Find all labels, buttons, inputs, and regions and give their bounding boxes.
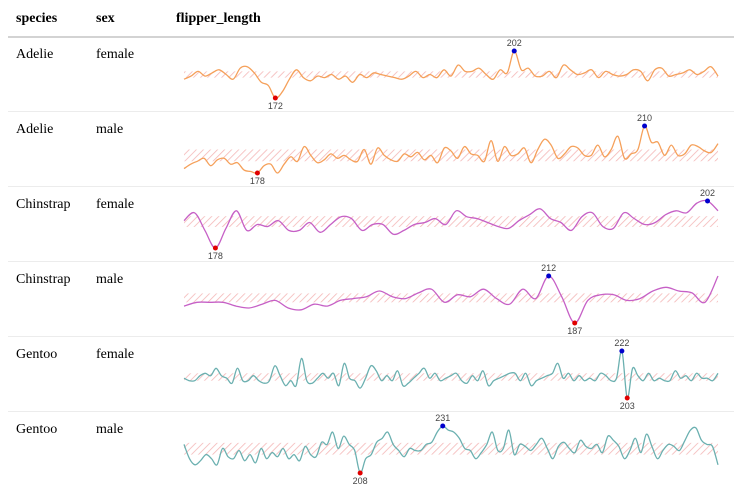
min-point xyxy=(624,395,630,401)
max-label: 231 xyxy=(435,413,450,423)
species-cell: Chinstrap xyxy=(16,197,71,212)
max-point xyxy=(440,423,446,429)
sex-cell: female xyxy=(96,347,135,362)
max-point xyxy=(546,273,552,279)
row-divider xyxy=(8,261,734,262)
table-header: species sex flipper_length xyxy=(0,0,735,37)
max-point xyxy=(619,348,625,354)
sex-cell: female xyxy=(96,47,135,62)
max-label: 210 xyxy=(637,113,652,123)
sparkline-series xyxy=(183,50,719,99)
row-divider xyxy=(8,411,734,412)
row-divider xyxy=(8,111,734,112)
interquartile-band xyxy=(184,442,718,455)
table-row: Adelie male 210 178 xyxy=(0,112,735,187)
sparkline-chart: 202 172 xyxy=(183,38,719,111)
sparkline-series xyxy=(183,350,719,399)
min-label: 203 xyxy=(620,401,635,411)
sparkline-series xyxy=(183,125,719,174)
table-row: Chinstrap female 202 178 xyxy=(0,187,735,262)
species-cell: Chinstrap xyxy=(16,272,71,287)
column-header-flipper-length: flipper_length xyxy=(176,11,261,26)
header-divider xyxy=(8,36,734,38)
column-header-species: species xyxy=(16,11,58,26)
max-point xyxy=(511,48,517,54)
species-cell: Gentoo xyxy=(16,422,58,437)
max-label: 212 xyxy=(541,263,556,273)
table-row: Gentoo female 222 203 xyxy=(0,337,735,412)
sex-cell: female xyxy=(96,197,135,212)
min-point xyxy=(572,320,578,326)
interquartile-band xyxy=(184,373,718,381)
min-label: 187 xyxy=(567,326,582,336)
sparkline-chart: 210 178 xyxy=(183,113,719,186)
row-divider xyxy=(8,336,734,337)
interquartile-band xyxy=(184,216,718,227)
species-cell: Adelie xyxy=(16,122,54,137)
max-point xyxy=(642,123,648,129)
table-row: Gentoo male 231 208 xyxy=(0,412,735,487)
min-label: 208 xyxy=(353,476,368,486)
species-cell: Gentoo xyxy=(16,347,58,362)
interquartile-band xyxy=(184,293,718,303)
sex-cell: male xyxy=(96,272,124,287)
species-cell: Adelie xyxy=(16,47,54,62)
max-label: 202 xyxy=(700,188,715,198)
min-label: 178 xyxy=(208,251,223,261)
min-point xyxy=(272,95,278,101)
max-label: 222 xyxy=(614,338,629,348)
sparkline-chart: 231 208 xyxy=(183,413,719,486)
sparkline-chart: 212 187 xyxy=(183,263,719,336)
min-point xyxy=(254,170,260,176)
column-header-sex: sex xyxy=(96,11,115,26)
interquartile-band xyxy=(184,71,718,78)
sex-cell: male xyxy=(96,422,124,437)
sparkline-series xyxy=(183,199,719,249)
sparkline-series xyxy=(183,425,719,474)
sparkline-series xyxy=(183,275,719,324)
table-row: Chinstrap male 212 187 xyxy=(0,262,735,337)
table-row: Adelie female 202 172 xyxy=(0,37,735,112)
min-label: 178 xyxy=(250,176,265,186)
max-point xyxy=(705,198,711,204)
min-point xyxy=(357,470,363,476)
min-label: 172 xyxy=(268,101,283,111)
row-divider xyxy=(8,186,734,187)
interquartile-band xyxy=(184,149,718,162)
min-point xyxy=(212,245,218,251)
sparkline-chart: 202 178 xyxy=(183,188,719,261)
sparkline-chart: 222 203 xyxy=(183,338,719,411)
max-label: 202 xyxy=(507,38,522,48)
sex-cell: male xyxy=(96,122,124,137)
